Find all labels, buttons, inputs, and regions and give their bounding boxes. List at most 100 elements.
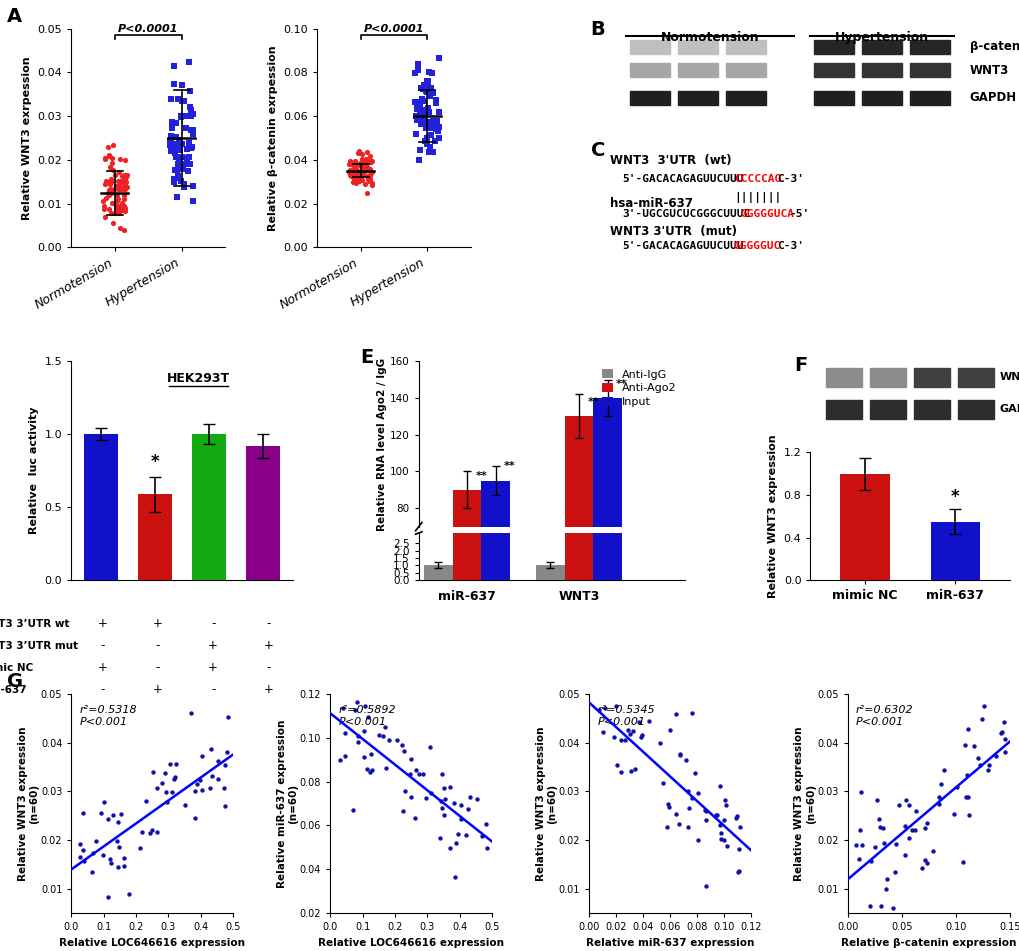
Point <box>659 797 676 812</box>
Point <box>459 802 475 817</box>
Bar <box>813 90 853 105</box>
Text: -: - <box>100 683 105 696</box>
Point <box>104 150 120 165</box>
Point <box>117 182 133 197</box>
Point <box>93 805 109 821</box>
Point <box>344 168 361 184</box>
Point <box>359 762 375 777</box>
Point <box>433 793 449 808</box>
Point <box>340 165 357 180</box>
Bar <box>481 480 510 655</box>
Point <box>707 808 723 824</box>
Point <box>419 114 435 129</box>
Text: GAPDH: GAPDH <box>969 91 1016 105</box>
Point <box>71 837 88 852</box>
Point <box>729 864 745 880</box>
Point <box>179 151 196 166</box>
Point <box>901 831 917 846</box>
Point <box>116 850 132 865</box>
Point <box>403 751 419 767</box>
Point <box>118 167 135 183</box>
Text: -: - <box>211 683 215 696</box>
Point <box>607 698 624 713</box>
Point <box>209 753 225 768</box>
Point <box>114 168 130 184</box>
Bar <box>929 521 979 580</box>
Point <box>651 735 667 750</box>
Point <box>429 124 445 139</box>
Bar <box>726 90 765 105</box>
Point <box>347 169 364 184</box>
Point <box>996 731 1012 747</box>
Point <box>163 144 179 159</box>
Point <box>605 729 622 745</box>
Text: hsa-miR-637: hsa-miR-637 <box>610 197 693 209</box>
Point <box>133 825 150 840</box>
Point <box>679 820 695 835</box>
Point <box>182 84 199 99</box>
Point <box>415 103 431 118</box>
Point <box>175 179 192 194</box>
Text: +: + <box>153 617 163 631</box>
Point <box>162 138 178 153</box>
Text: 5'-GACACAGAGUUCUUU: 5'-GACACAGAGUUCUUU <box>622 242 743 251</box>
Point <box>342 156 359 171</box>
Point <box>411 143 427 158</box>
Point <box>409 101 425 116</box>
Point <box>731 864 747 879</box>
Text: WNT3  3'UTR  (wt): WNT3 3'UTR (wt) <box>610 154 732 166</box>
Point <box>413 80 429 95</box>
Point <box>162 91 178 107</box>
Point <box>216 781 232 796</box>
Point <box>115 180 131 195</box>
Point <box>916 853 932 868</box>
Point <box>442 841 459 856</box>
Point <box>112 151 128 166</box>
Point <box>661 722 678 737</box>
Text: C: C <box>590 141 604 160</box>
Point <box>100 202 116 217</box>
Point <box>995 714 1011 729</box>
Point <box>173 161 190 176</box>
Text: C-3': C-3' <box>776 174 803 184</box>
Point <box>851 823 867 838</box>
Legend: Anti-IgG, Anti-Ago2, Input: Anti-IgG, Anti-Ago2, Input <box>599 367 679 409</box>
Point <box>114 168 130 184</box>
Point <box>975 698 991 713</box>
Point <box>103 171 119 186</box>
Point <box>345 171 362 186</box>
Point <box>336 748 353 764</box>
Point <box>667 707 684 722</box>
Point <box>407 810 423 825</box>
Point <box>116 182 132 197</box>
Point <box>354 146 370 162</box>
Text: r²=0.5318
P<0.001: r²=0.5318 P<0.001 <box>79 705 137 727</box>
Point <box>364 178 380 193</box>
Point <box>409 112 425 127</box>
Point <box>420 73 436 88</box>
Point <box>415 107 431 123</box>
Point <box>104 183 120 198</box>
Point <box>100 890 116 905</box>
Text: r²=0.5892
P<0.001: r²=0.5892 P<0.001 <box>338 705 395 727</box>
Point <box>407 95 423 110</box>
Bar <box>424 653 452 655</box>
Point <box>633 728 649 743</box>
Point <box>154 775 170 790</box>
Text: Hypertension: Hypertension <box>835 30 928 44</box>
Point <box>116 191 132 206</box>
Text: r²=0.6302
P<0.001: r²=0.6302 P<0.001 <box>855 705 913 727</box>
Point <box>422 120 438 135</box>
Point <box>987 748 1004 764</box>
Point <box>394 804 411 819</box>
Point <box>862 854 878 869</box>
Point <box>341 167 358 183</box>
Point <box>343 164 360 179</box>
Text: B: B <box>590 20 604 39</box>
Text: +: + <box>208 639 218 652</box>
Point <box>104 195 120 210</box>
Point <box>353 151 369 166</box>
Point <box>624 724 640 739</box>
Point <box>872 899 889 914</box>
Point <box>458 827 474 843</box>
